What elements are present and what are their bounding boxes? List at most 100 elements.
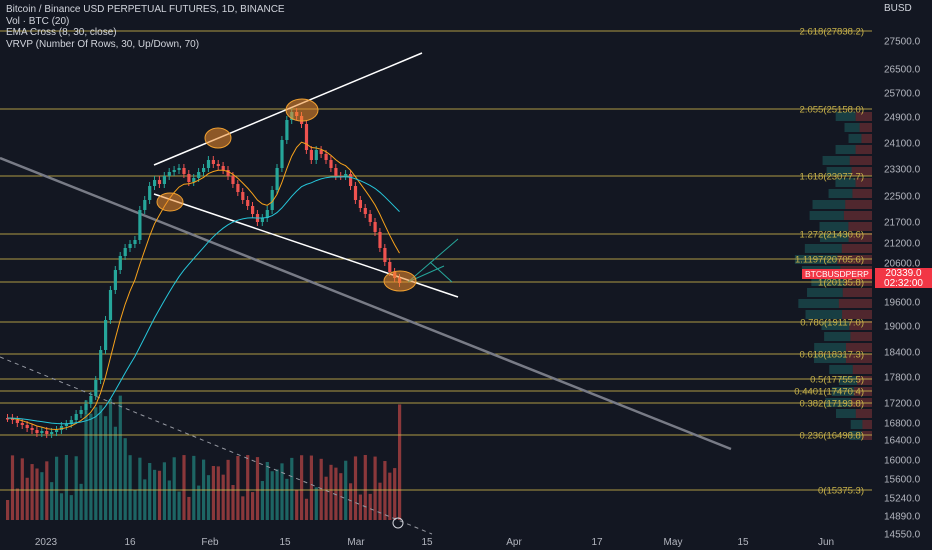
profile-bar-up [821,321,850,330]
time-tick-label: Apr [506,537,522,548]
currency-label[interactable]: BUSD [884,3,912,14]
volume-bar [368,493,372,520]
profile-bar-down [845,343,872,352]
volume-bar [35,468,39,520]
lightning-icon [392,517,404,529]
fib-level-label: 0.4401(17470.4) [794,387,864,398]
volume-bar [128,455,132,520]
volume-bar [275,469,279,520]
candle-body [202,168,206,172]
volume-bar [300,455,304,520]
volume-indicator-label[interactable]: Vol · BTC (20) [6,15,70,27]
candle-body [10,418,15,420]
volume-bar [69,495,73,520]
volume-bar [260,481,264,520]
profile-bar-down [855,112,872,121]
price-axis[interactable]: 27500.0 26500.0 25700.0 24900.0 24100.0 23300… [884,37,921,541]
candle-body [383,248,387,262]
profile-bar-up [838,376,858,385]
volume-bar [187,496,191,520]
time-tick-label: 15 [421,537,433,548]
profile-bar-down [842,310,872,319]
price-tick-label: 14550.0 [884,530,921,541]
volume-bar [324,476,328,520]
volume-bar [378,482,382,520]
profile-bar-down [843,211,872,220]
fib-level-label: 0.618(18317.3) [800,350,864,361]
current-price-tag: 20339.0 02:32:00 [875,268,932,289]
profile-bar-down [848,233,872,242]
time-axis[interactable]: 2023 16 Feb 15 Mar 15 Apr 17 May 15 Jun [35,537,834,548]
profile-bar-down [850,332,872,341]
profile-bar-up [848,134,862,143]
candle-body [221,166,225,170]
vrvp-indicator-label[interactable]: VRVP (Number Of Rows, 30, Up/Down, 70) [6,38,200,50]
volume-bar [15,488,19,520]
profile-bar-down [855,178,872,187]
price-tick-label: 20600.0 [884,259,921,270]
fib-level-label: 1(20135.8) [818,278,864,289]
profile-bar-up [807,288,843,297]
volume-bar [104,416,108,520]
ema-indicator-label[interactable]: EMA Cross (8, 30, close) [6,27,117,38]
volume-bar [94,407,98,520]
candle-body [20,423,24,425]
profile-bar-up [819,222,849,231]
volume-bar [45,461,49,520]
symbol-title[interactable]: Bitcoin / Binance USD PERPETUAL FUTURES,… [6,4,285,15]
volume-bar [167,480,171,520]
candles [6,108,402,438]
candle-body [15,420,19,423]
candle-body [133,240,137,244]
price-tick-label: 17200.0 [884,399,921,410]
time-tick-label: 16 [124,537,136,548]
profile-bar-up [814,354,846,363]
candle-body [94,380,98,396]
volume-bar [55,456,59,520]
price-tick-label: 23300.0 [884,165,921,176]
volume-bar [99,405,103,520]
candle-body [182,168,186,174]
volume-bar [314,487,318,520]
profile-bar-down [851,167,872,176]
volume-bar [216,466,220,520]
profile-bar-down [845,200,872,209]
volume-bar [231,485,235,520]
volume-bar [25,477,29,520]
time-tick-label: Jun [818,537,834,548]
profile-bar-down [838,299,872,308]
volume-bar [295,489,299,520]
volume-bar [153,469,157,520]
candle-body [260,218,264,222]
candle-body [324,154,328,160]
candle-body [363,208,367,214]
price-tick-label: 19600.0 [884,298,921,309]
highlight-circle [383,270,417,292]
price-tick-label: 22500.0 [884,192,921,203]
volume-bar [123,438,127,520]
chart-legend: Bitcoin / Binance USD PERPETUAL FUTURES,… [6,4,285,50]
volume-bar [388,472,392,520]
time-tick-label: 15 [279,537,291,548]
volume-bar [192,455,196,520]
profile-bar-up [835,112,856,121]
profile-bar-up [828,189,853,198]
price-tick-label: 16400.0 [884,436,921,447]
candle-body [314,150,318,160]
volume-bar [398,404,402,520]
time-tick-label: 17 [591,537,603,548]
profile-bar-down [855,145,872,154]
volume-bar [113,426,117,520]
candle-body [280,140,284,168]
candle-body [388,262,392,272]
candle-body [138,210,142,240]
profile-bar-down [848,222,872,231]
profile-bar-down [849,156,872,165]
volume-bar [329,464,333,520]
fib-level-label: 2.618(27838.2) [800,27,864,38]
profile-bar-up [844,123,860,132]
volume-bar [236,455,240,520]
candle-body [373,222,377,232]
profile-bar-up [836,409,856,418]
